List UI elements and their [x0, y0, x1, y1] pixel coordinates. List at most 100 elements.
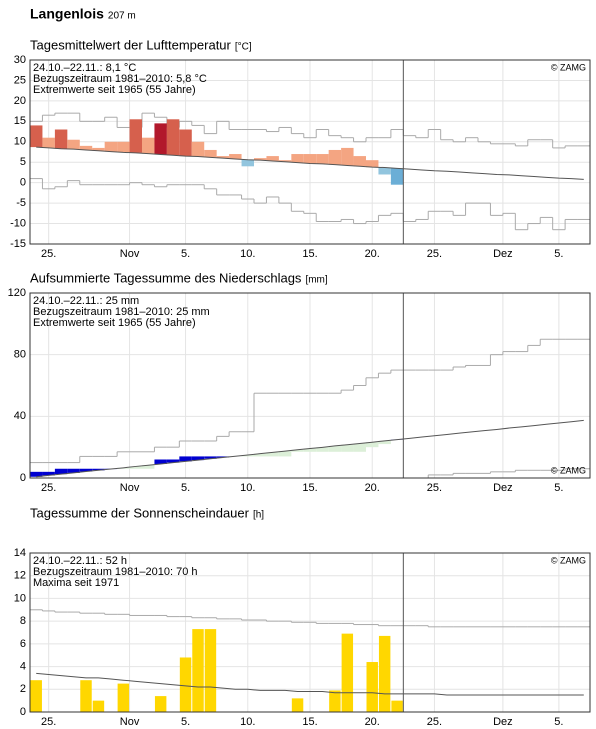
x-tick-label: Nov: [120, 248, 140, 260]
bar: [241, 159, 254, 167]
annotation: 24.10.–22.11.: 8,1 °C: [33, 62, 136, 74]
panel-unit: [°C]: [235, 42, 252, 53]
annotation: Maxima seit 1971: [33, 577, 119, 589]
deviation-area: [266, 452, 279, 457]
y-tick-label: 120: [8, 287, 26, 299]
y-tick-label: 10: [14, 136, 26, 148]
bar: [278, 160, 292, 162]
bar: [266, 156, 279, 161]
bar: [154, 123, 167, 155]
copyright: © ZAMG: [551, 465, 586, 475]
plot-border: [29, 552, 591, 713]
y-tick-label: 40: [14, 410, 26, 422]
bar: [42, 137, 55, 148]
x-tick-label: 10.: [240, 716, 255, 728]
deviation-area: [129, 466, 142, 469]
deviation-area: [54, 468, 68, 475]
bar: [291, 698, 304, 712]
bar: [154, 696, 167, 712]
bar: [191, 141, 205, 157]
copyright: © ZAMG: [551, 62, 586, 72]
y-tick-label: -5: [16, 197, 26, 209]
station-elevation: 207 m: [108, 11, 136, 22]
bar: [329, 690, 341, 712]
annotation: Bezugszeitraum 1981–2010: 25 mm: [33, 306, 210, 318]
deviation-area: [241, 455, 254, 457]
bar: [254, 158, 267, 161]
x-tick-label: 25.: [427, 482, 442, 494]
reference-line: [36, 146, 584, 180]
deviation-area: [316, 447, 329, 452]
annotation: 24.10.–22.11.: 25 mm: [33, 295, 139, 307]
x-tick-label: Dez: [493, 482, 513, 494]
y-tick-label: 12: [14, 570, 26, 582]
y-tick-label: 80: [14, 349, 26, 361]
bar: [328, 149, 342, 165]
bar: [216, 156, 230, 159]
x-tick-label: 5.: [554, 482, 563, 494]
y-tick-label: 0: [20, 177, 26, 189]
deviation-area: [154, 459, 167, 464]
y-tick-label: 5: [20, 156, 26, 168]
y-tick-label: 2: [20, 683, 26, 695]
deviation-area: [166, 459, 180, 463]
x-tick-label: 20.: [365, 716, 380, 728]
deviation-area: [291, 449, 304, 452]
bar: [30, 680, 42, 712]
annotation: Extremwerte seit 1965 (55 Jahre): [33, 317, 196, 329]
panel-unit: [mm]: [305, 275, 327, 286]
deviation-area: [142, 465, 155, 469]
x-tick-label: 5.: [181, 482, 190, 494]
reference-line: [36, 419, 584, 478]
bar: [341, 633, 354, 712]
bar: [179, 129, 192, 157]
y-tick-label: 25: [14, 74, 26, 86]
x-tick-label: 20.: [365, 248, 380, 260]
annotation: Bezugszeitraum 1981–2010: 70 h: [33, 566, 198, 578]
x-tick-label: 25.: [427, 716, 442, 728]
deviation-area: [366, 442, 379, 448]
bar: [67, 139, 80, 150]
bar: [303, 154, 317, 164]
x-tick-label: Nov: [120, 716, 140, 728]
plot-border: [29, 292, 591, 479]
copyright: © ZAMG: [551, 555, 586, 565]
bar: [192, 629, 204, 712]
bar: [80, 680, 92, 712]
x-tick-label: 15.: [302, 716, 317, 728]
plot-border: [29, 59, 591, 245]
bar: [92, 700, 105, 712]
panel-title: Tagessumme der Sonnenscheindauer: [30, 505, 250, 520]
y-tick-label: 0: [20, 706, 26, 718]
station-name: Langenlois: [30, 6, 104, 22]
deviation-area: [79, 468, 93, 472]
y-tick-label: 15: [14, 115, 26, 127]
deviation-area: [204, 456, 217, 459]
bar: [129, 119, 142, 153]
deviation-area: [328, 445, 342, 452]
y-tick-label: 4: [20, 660, 26, 672]
y-tick-label: 8: [20, 615, 26, 627]
deviation-area: [353, 443, 366, 452]
y-tick-label: -15: [10, 238, 26, 250]
y-tick-label: 14: [14, 547, 26, 559]
x-tick-label: 25.: [41, 482, 56, 494]
bar: [117, 683, 130, 712]
bar: [79, 145, 93, 150]
reference-line: [36, 672, 584, 696]
deviation-area: [67, 468, 80, 473]
annotation: Bezugszeitraum 1981–2010: 5,8 °C: [33, 73, 207, 85]
bar: [204, 149, 217, 158]
x-tick-label: 25.: [427, 248, 442, 260]
x-tick-label: Dez: [493, 716, 513, 728]
y-tick-label: 20: [14, 95, 26, 107]
bar: [366, 160, 379, 168]
deviation-area: [278, 451, 292, 457]
deviation-area: [191, 456, 205, 461]
x-tick-label: 5.: [554, 248, 563, 260]
x-tick-label: Dez: [493, 248, 513, 260]
bar: [353, 156, 366, 167]
bar: [378, 167, 391, 175]
